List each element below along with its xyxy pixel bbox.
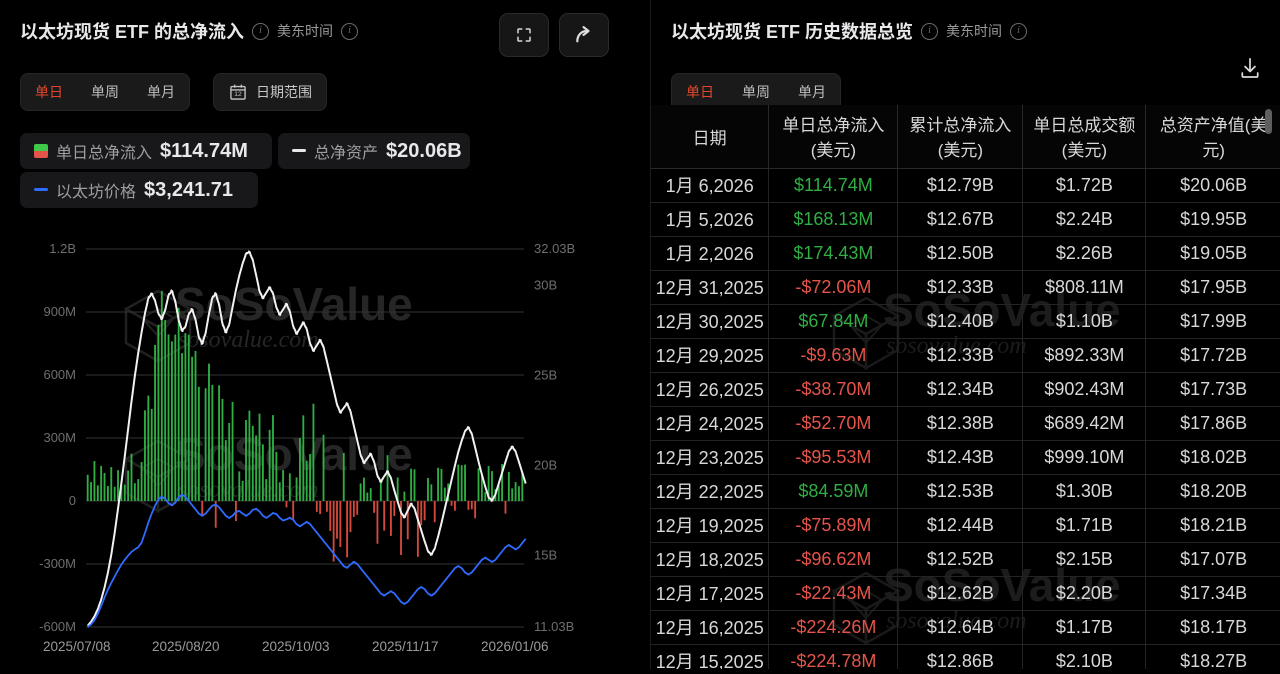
svg-text:2025/11/17: 2025/11/17 [372, 639, 439, 654]
svg-text:1.2B: 1.2B [49, 241, 76, 256]
svg-text:30B: 30B [534, 278, 557, 293]
svg-text:20B: 20B [534, 458, 557, 473]
svg-text:12: 12 [234, 91, 242, 98]
svg-text:-300M: -300M [39, 556, 76, 571]
svg-text:300M: 300M [43, 430, 76, 445]
svg-text:900M: 900M [43, 304, 76, 319]
svg-text:15B: 15B [534, 548, 557, 563]
svg-text:2025/07/08: 2025/07/08 [43, 639, 111, 654]
svg-text:600M: 600M [43, 367, 76, 382]
svg-text:2025/08/20: 2025/08/20 [152, 639, 220, 654]
svg-text:32.03B: 32.03B [534, 241, 575, 256]
svg-text:2025/10/03: 2025/10/03 [262, 639, 330, 654]
svg-text:11.03B: 11.03B [534, 619, 574, 634]
svg-text:0: 0 [69, 493, 76, 508]
svg-text:2026/01/06: 2026/01/06 [481, 639, 549, 654]
svg-text:25B: 25B [534, 368, 557, 383]
svg-text:-600M: -600M [39, 619, 76, 634]
